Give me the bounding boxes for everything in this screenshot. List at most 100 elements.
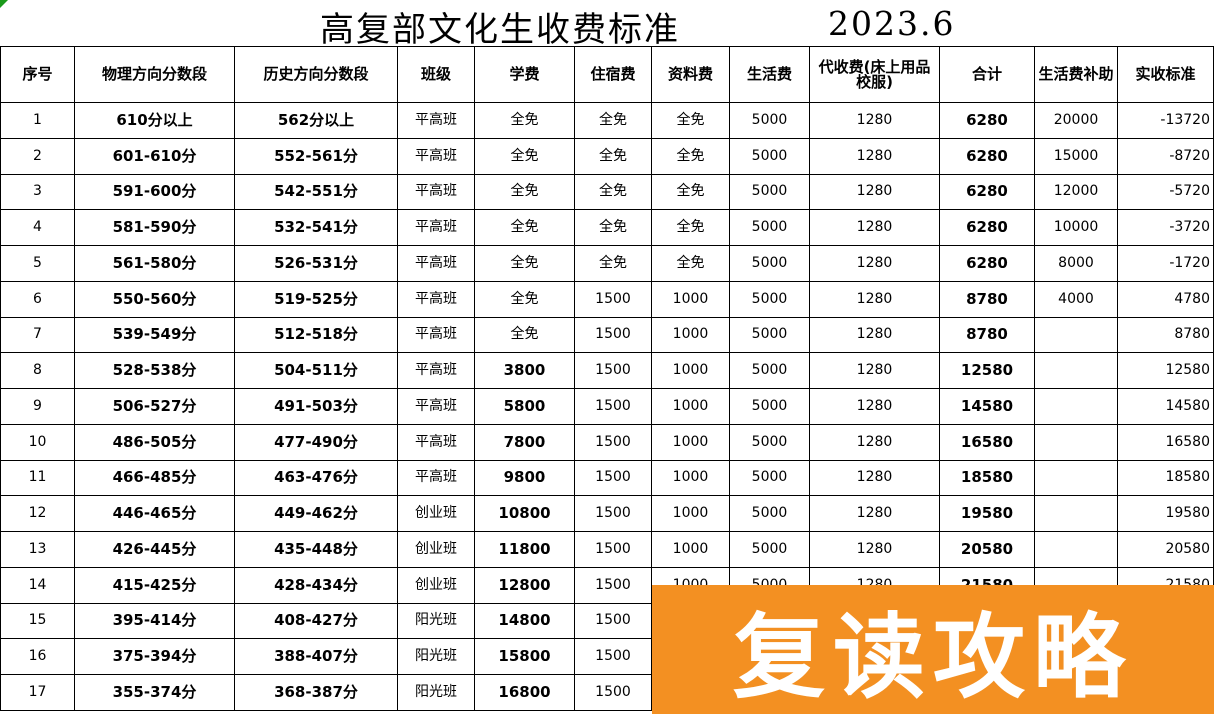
table-cell: 18580 — [940, 460, 1035, 497]
table-cell: 全免 — [575, 138, 652, 175]
table-cell: 368-387分 — [235, 675, 398, 711]
table-cell: 平高班 — [398, 246, 475, 282]
table-cell: 全免 — [475, 210, 575, 246]
header-cell: 实收标准 — [1118, 46, 1214, 103]
table-cell: 阳光班 — [398, 603, 475, 640]
table-cell: 1280 — [810, 174, 940, 211]
table-cell: 388-407分 — [235, 639, 398, 675]
table-cell: 创业班 — [398, 496, 475, 532]
table-cell: 3800 — [475, 353, 575, 389]
table-cell: 20000 — [1035, 103, 1118, 139]
table-cell: 11 — [0, 460, 75, 497]
table-cell: 1000 — [652, 532, 730, 568]
empty-cell — [1035, 496, 1118, 532]
header-cell: 合计 — [940, 46, 1035, 103]
table-cell: 1000 — [652, 353, 730, 389]
header-cell: 住宿费 — [575, 46, 652, 103]
table-cell: 12580 — [1118, 353, 1214, 389]
table-cell: 506-527分 — [75, 389, 235, 425]
table-cell: 12580 — [940, 353, 1035, 389]
table-cell: 19580 — [940, 496, 1035, 532]
table-cell: 550-560分 — [75, 281, 235, 318]
header-cell: 历史方向分数段 — [235, 46, 398, 103]
table-cell: 7 — [0, 317, 75, 354]
header-cell: 资料费 — [652, 46, 730, 103]
table-cell: 9 — [0, 389, 75, 425]
table-cell: 5000 — [730, 532, 810, 568]
header-cell: 生活费补助 — [1035, 46, 1118, 103]
table-cell: 1000 — [652, 424, 730, 461]
table-cell: 全免 — [475, 174, 575, 211]
table-cell: 504-511分 — [235, 353, 398, 389]
table-cell: 平高班 — [398, 210, 475, 246]
table-cell: 8000 — [1035, 246, 1118, 282]
table-cell: 5000 — [730, 389, 810, 425]
table-cell: 1280 — [810, 424, 940, 461]
table-cell: 平高班 — [398, 460, 475, 497]
empty-cell — [1035, 389, 1118, 425]
table-cell: 17 — [0, 675, 75, 711]
empty-cell — [1035, 532, 1118, 568]
table-cell: 全免 — [652, 174, 730, 211]
table-cell: 11800 — [475, 532, 575, 568]
table-cell: 1280 — [810, 532, 940, 568]
table-cell: 1000 — [652, 460, 730, 497]
table-cell: 491-503分 — [235, 389, 398, 425]
table-cell: 19580 — [1118, 496, 1214, 532]
header-cell: 代收费(床上用品校服) — [810, 46, 940, 103]
header-cell: 班级 — [398, 46, 475, 103]
table-cell: 562分以上 — [235, 103, 398, 139]
table-cell: 1500 — [575, 496, 652, 532]
table-cell: 561-580分 — [75, 246, 235, 282]
table-cell: 7800 — [475, 424, 575, 461]
table-cell: 5000 — [730, 246, 810, 282]
table-cell: 528-538分 — [75, 353, 235, 389]
table-cell: 1500 — [575, 567, 652, 604]
table-cell: 全免 — [475, 317, 575, 354]
table-cell: 16800 — [475, 675, 575, 711]
table-cell: 8 — [0, 353, 75, 389]
header-cell: 生活费 — [730, 46, 810, 103]
table-cell: 542-551分 — [235, 174, 398, 211]
table-cell: 3 — [0, 174, 75, 211]
table-cell: 1280 — [810, 138, 940, 175]
table-cell: 355-374分 — [75, 675, 235, 711]
table-cell: 5800 — [475, 389, 575, 425]
table-cell: 1500 — [575, 603, 652, 640]
table-cell: 全免 — [575, 174, 652, 211]
table-cell: 全免 — [575, 246, 652, 282]
table-cell: 平高班 — [398, 317, 475, 354]
table-cell: 519-525分 — [235, 281, 398, 318]
table-cell: 全免 — [475, 103, 575, 139]
table-cell: 6280 — [940, 174, 1035, 211]
table-cell: 5000 — [730, 281, 810, 318]
table-cell: 8780 — [940, 281, 1035, 318]
table-cell: 1280 — [810, 210, 940, 246]
table-cell: 428-434分 — [235, 567, 398, 604]
table-cell: 13 — [0, 532, 75, 568]
table-cell: 全免 — [652, 103, 730, 139]
table-cell: 449-462分 — [235, 496, 398, 532]
table-cell: -8720 — [1118, 138, 1214, 175]
table-cell: 平高班 — [398, 138, 475, 175]
table-cell: 375-394分 — [75, 639, 235, 675]
table-cell: 4 — [0, 210, 75, 246]
table-cell: 5 — [0, 246, 75, 282]
table-cell: 平高班 — [398, 389, 475, 425]
table-cell: 1500 — [575, 639, 652, 675]
table-cell: 408-427分 — [235, 603, 398, 640]
table-cell: 1500 — [575, 675, 652, 711]
table-cell: 20580 — [1118, 532, 1214, 568]
banner: 复读攻略 — [652, 585, 1214, 714]
table-cell: 512-518分 — [235, 317, 398, 354]
table-cell: 6280 — [940, 210, 1035, 246]
table-cell: 12000 — [1035, 174, 1118, 211]
table-cell: 全免 — [475, 281, 575, 318]
table-cell: 1280 — [810, 496, 940, 532]
table-cell: 1000 — [652, 281, 730, 318]
table-cell: 5000 — [730, 424, 810, 461]
table-cell: 全免 — [652, 138, 730, 175]
table-cell: 552-561分 — [235, 138, 398, 175]
table-cell: 1500 — [575, 353, 652, 389]
empty-cell — [1035, 353, 1118, 389]
